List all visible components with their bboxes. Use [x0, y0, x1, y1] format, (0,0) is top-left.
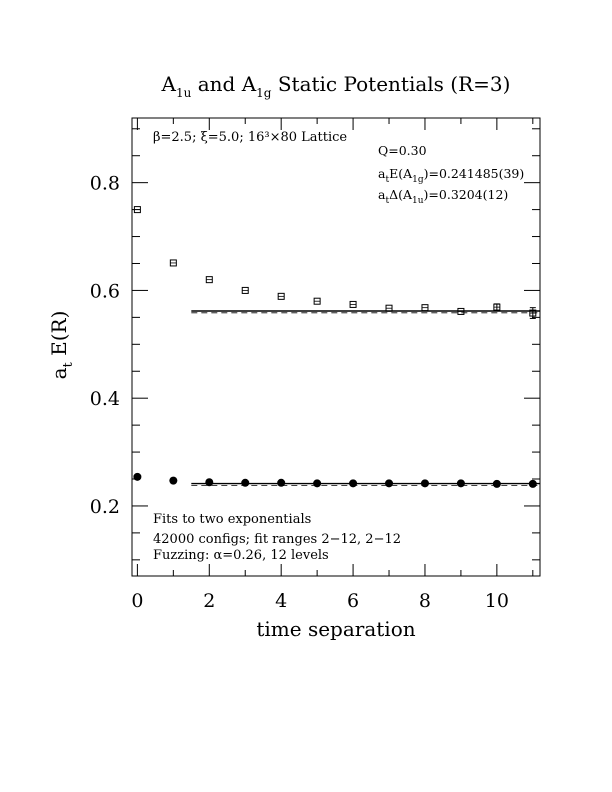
q-annotation: Q=0.30 [378, 143, 427, 158]
fuzzing-annotation: Fuzzing: α=0.26, 12 levels [153, 548, 329, 563]
axis-ticks [132, 118, 540, 576]
configs-annotation: 42000 configs; fit ranges 2−12, 2−12 [153, 532, 401, 547]
delta-a1u-annotation: atΔ(A1u)=0.3204(12) [378, 187, 508, 206]
y-tick-label: 0.8 [90, 173, 120, 195]
y-tick-label: 0.4 [90, 388, 120, 410]
plot-frame [131, 117, 541, 577]
chart-title: A1u and A1g Static Potentials (R=3) [161, 72, 511, 100]
filled-circle-point [456, 479, 465, 488]
x-axis-label: time separation [256, 617, 415, 641]
x-tick-label: 0 [131, 590, 143, 612]
energy-a1g-annotation: atE(A1g)=0.241485(39) [378, 166, 524, 185]
filled-circle-point [528, 479, 537, 488]
axis-tick-labels: 0 2 4 6 8 10 0.2 0.4 0.6 0.8 [90, 173, 509, 612]
filled-circle-point [169, 476, 178, 485]
filled-circle-point [313, 479, 322, 488]
filled-circle-point [420, 479, 429, 488]
filled-circle-point [492, 479, 501, 488]
filled-circle-point [277, 478, 286, 487]
filled-circle-point [241, 478, 250, 487]
x-tick-label: 4 [275, 590, 287, 612]
filled-circle-point [205, 478, 214, 487]
x-tick-label: 6 [347, 590, 359, 612]
y-tick-label: 0.6 [90, 280, 120, 302]
lattice-annotation: β=2.5; ξ=5.0; 16³×80 Lattice [153, 130, 347, 145]
y-axis-label: at E(R) [47, 311, 76, 380]
filled-circle-point [385, 479, 394, 488]
filled-circle-point [133, 472, 142, 481]
x-tick-label: 2 [203, 590, 215, 612]
x-tick-label: 10 [485, 590, 509, 612]
x-tick-label: 8 [419, 590, 431, 612]
fits-note-annotation: Fits to two exponentials [153, 512, 311, 527]
fit-lines [191, 310, 540, 486]
data-points [133, 206, 537, 488]
y-tick-label: 0.2 [90, 496, 120, 518]
filled-circle-point [349, 479, 358, 488]
